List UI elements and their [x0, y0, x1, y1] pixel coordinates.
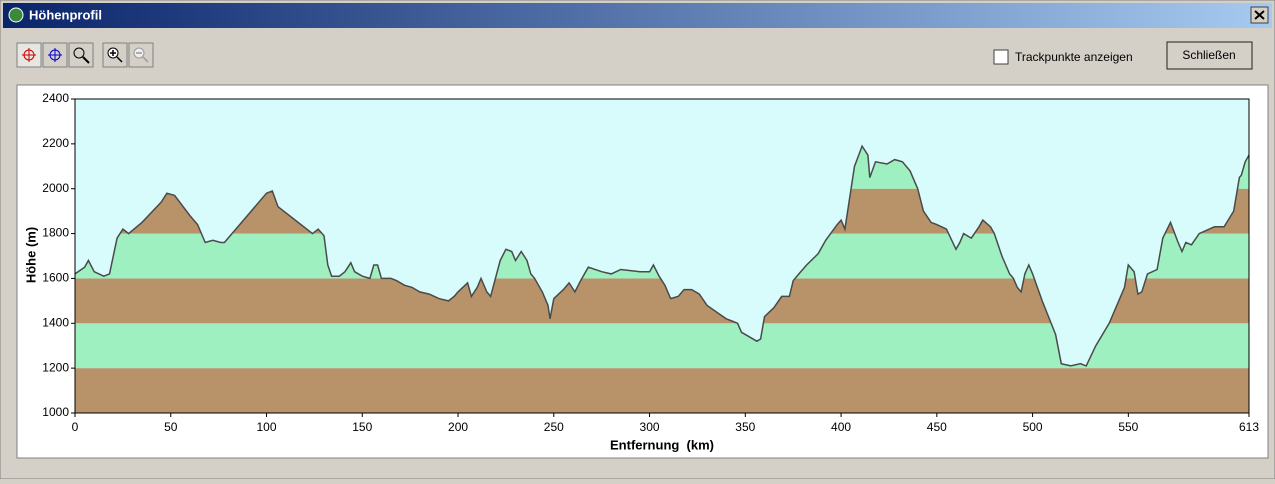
y-tick-label: 1200: [42, 360, 69, 374]
y-tick-label: 1000: [42, 405, 69, 419]
checkbox[interactable]: [993, 49, 1009, 65]
x-tick-label: 400: [831, 420, 851, 434]
x-tick-label: 0: [72, 420, 79, 434]
toolbar: [16, 42, 154, 68]
y-tick-label: 1600: [42, 271, 69, 285]
checkbox-label[interactable]: Trackpunkte anzeigen: [1015, 50, 1133, 64]
x-tick-label: 300: [640, 420, 660, 434]
x-tick-label: 50: [164, 420, 178, 434]
elevation-band: [75, 368, 1249, 413]
y-axis-title: Höhe (m): [23, 227, 38, 283]
x-tick-label: 200: [448, 420, 468, 434]
plot: 1000 1200 1400 1600 1800 2000 2200 2400 0 50 100 15…: [42, 91, 1259, 434]
button-label[interactable]: Schließen: [1182, 48, 1235, 62]
icon: [136, 52, 149, 63]
x-tick-label: 100: [257, 420, 277, 434]
title-bar: [3, 3, 1272, 28]
y-tick-label: 2200: [42, 136, 69, 150]
x-tick-label: 550: [1118, 420, 1138, 434]
icon: [22, 48, 36, 62]
x-tick-label: 150: [352, 420, 372, 434]
x-axis-title: Entfernung (km): [610, 437, 714, 452]
icon: [110, 50, 123, 63]
profile-line: [74, 144, 1250, 367]
y-tick-label: 2400: [42, 91, 69, 105]
icon: [82, 56, 90, 64]
close-button[interactable]: [1250, 6, 1269, 24]
icon: [48, 48, 62, 62]
x-tick-label: 250: [544, 420, 564, 434]
y-tick-label: 2000: [42, 181, 69, 195]
window-title: Höhenprofil: [29, 7, 102, 22]
close-dialog-button[interactable]: Schließen: [1166, 41, 1253, 70]
y-tick-label: 1800: [42, 226, 69, 240]
x-tick-label: 350: [735, 420, 755, 434]
x-tick-label: 500: [1023, 420, 1043, 434]
icon: [73, 47, 85, 59]
tool-zoom-rect[interactable]: [68, 42, 94, 68]
app-icon: [8, 7, 24, 23]
x-tick-label: 613: [1239, 420, 1259, 434]
plot-border: [74, 98, 1250, 414]
x-tick-label: 450: [927, 420, 947, 434]
y-tick-label: 1400: [42, 315, 69, 329]
